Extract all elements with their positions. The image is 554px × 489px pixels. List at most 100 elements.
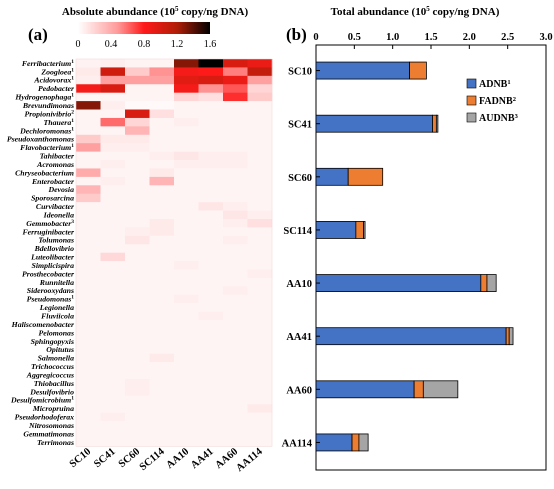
heatmap-cell — [223, 117, 248, 127]
heatmap-cell — [149, 210, 175, 220]
heatmap-row-label: Gemmobacter3 — [26, 219, 74, 228]
heatmap-cell — [100, 404, 126, 413]
heatmap-cell — [223, 176, 248, 186]
heatmap-cell — [174, 210, 199, 220]
heatmap-cell — [247, 210, 273, 220]
heatmap-cell — [100, 429, 126, 439]
heatmap-cell — [149, 370, 175, 380]
heatmap-cell — [100, 345, 126, 354]
heatmap-cell — [198, 84, 224, 93]
bar-segment-adnb — [315, 274, 482, 292]
heatmap-cell — [100, 387, 126, 397]
heatmap-cell — [125, 218, 150, 228]
heatmap-cell — [149, 362, 175, 371]
heatmap-cell — [174, 252, 199, 262]
heatmap-cell — [247, 59, 273, 68]
heatmap-cell — [223, 336, 248, 346]
heatmap-row-label: Trichococcus — [31, 362, 74, 371]
heatmap-row-label: Tahibacter — [40, 152, 75, 161]
heatmap-cell — [247, 286, 273, 296]
heatmap-cell — [247, 294, 273, 304]
heatmap-cell — [198, 92, 224, 102]
heatmap-cell — [174, 75, 199, 85]
heatmap-cell — [247, 67, 273, 77]
heatmap-cell — [125, 75, 150, 85]
heatmap-cell — [149, 378, 175, 388]
heatmap-cell — [125, 160, 150, 169]
heatmap-row-label: Pseudomonas1 — [27, 295, 75, 304]
heatmap-row-label: Desulfovibrio — [29, 387, 74, 396]
heatmap-column-label: AA114 — [234, 446, 265, 474]
heatmap-cell — [247, 109, 273, 119]
heatmap-cell — [125, 429, 150, 439]
bar-segment-fadnb — [480, 274, 488, 292]
heatmap-cell — [76, 303, 101, 312]
bar-x-tick-label: 1.5 — [424, 32, 437, 43]
heatmap-cell — [100, 75, 126, 85]
heatmap-cell — [76, 117, 101, 127]
heatmap-column-label: SC114 — [138, 446, 168, 473]
heatmap-cell — [76, 185, 101, 195]
bar-segment-fadnb — [355, 221, 364, 239]
heatmap-cell — [198, 210, 224, 220]
heatmap-cell — [198, 252, 224, 262]
heatmap-cell — [76, 210, 101, 220]
heatmap-cell — [125, 387, 150, 397]
heatmap-cell — [100, 151, 126, 161]
heatmap-cell — [174, 126, 199, 136]
heatmap-cell — [125, 345, 150, 354]
heatmap-row-label: Salmonella — [38, 354, 74, 363]
heatmap-cell — [76, 353, 101, 363]
heatmap-cell — [247, 362, 273, 371]
heatmap-cell — [100, 303, 126, 312]
bar-segment-adnb — [315, 221, 357, 239]
heatmap-column-label: SC10 — [68, 446, 93, 470]
heatmap-row-label: Enterobacter — [31, 177, 75, 186]
bar-category-label: AA41 — [286, 332, 312, 343]
heatmap-row-label: Devosia — [47, 185, 74, 194]
heatmap-cell — [223, 168, 248, 178]
heatmap-cell — [198, 412, 224, 422]
heatmap-cell — [76, 176, 101, 186]
heatmap-cell — [174, 151, 199, 161]
bar-category-label: SC114 — [283, 226, 312, 237]
heatmap-cell — [149, 134, 175, 144]
heatmap-cell — [174, 101, 199, 110]
heatmap-cell — [125, 202, 150, 211]
heatmap-cell — [247, 244, 273, 253]
heatmap-row-label: Haliscomenobacter — [11, 320, 75, 329]
heatmap-cell — [100, 84, 126, 93]
heatmap-row-label: Fluviicola — [41, 312, 74, 321]
heatmap-border — [75, 58, 273, 447]
heatmap-cell — [223, 126, 248, 136]
heatmap-cell — [174, 168, 199, 178]
heatmap-cell — [223, 134, 248, 144]
heatmap-cell — [125, 117, 150, 127]
heatmap-cell — [198, 437, 224, 447]
heatmap-cell — [223, 387, 248, 397]
heatmap-cell — [247, 336, 273, 346]
heatmap-cell — [247, 160, 273, 169]
heatmap-cell — [100, 126, 126, 136]
heatmap-cell — [149, 395, 175, 405]
heatmap-row-label: Bdellovibrio — [34, 244, 75, 253]
heatmap-cell — [198, 235, 224, 245]
heatmap-cell — [149, 412, 175, 422]
heatmap-cell — [247, 404, 273, 413]
heatmap-column-label: SC41 — [92, 446, 117, 470]
heatmap-cell — [149, 227, 175, 237]
heatmap-cell — [198, 286, 224, 296]
heatmap-row-label: Prosthecobacter — [22, 269, 75, 278]
heatmap-cell — [125, 370, 150, 380]
heatmap-cell — [149, 269, 175, 279]
heatmap-cell — [174, 227, 199, 237]
heatmap-cell — [198, 345, 224, 354]
heatmap-cell — [100, 269, 126, 279]
heatmap-cell — [223, 320, 248, 329]
bar-x-tick-label: 2.5 — [501, 32, 514, 43]
heatmap-cell — [247, 421, 273, 430]
heatmap-cell — [174, 244, 199, 253]
heatmap-cell — [223, 362, 248, 371]
heatmap-cell — [223, 160, 248, 169]
